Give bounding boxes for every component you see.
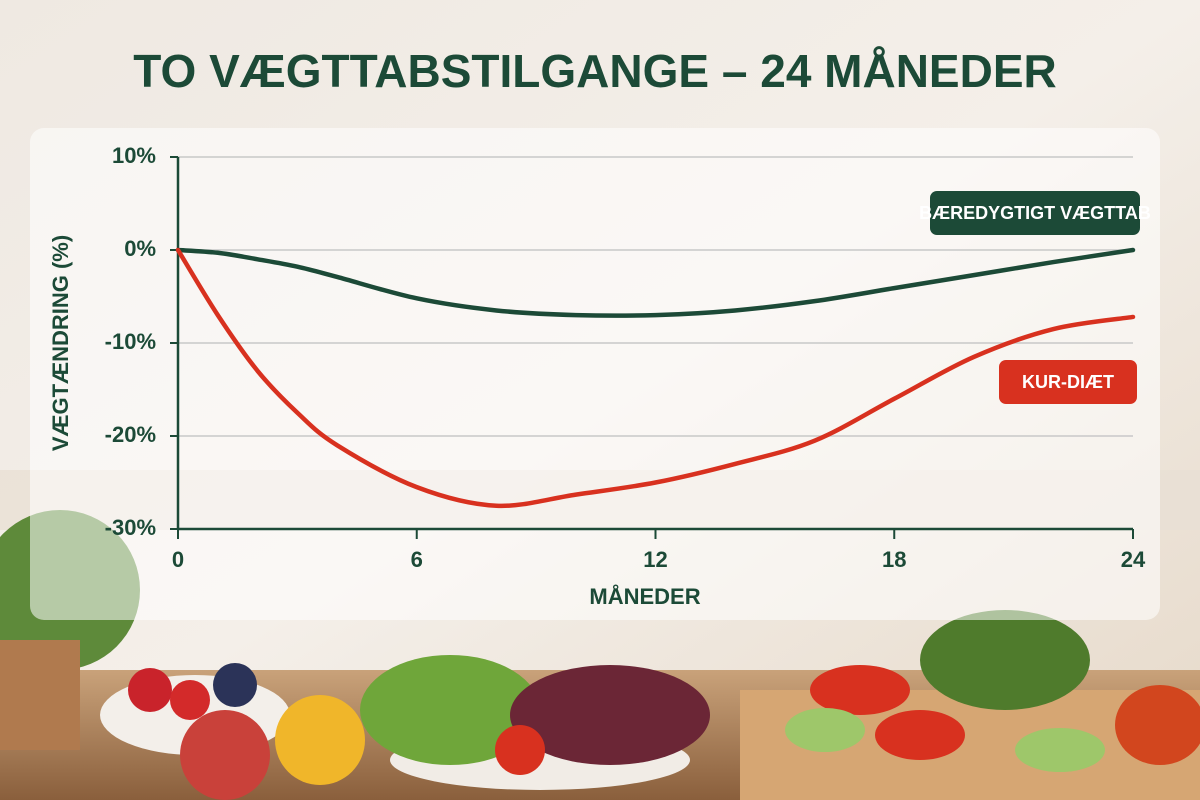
legend-box [930,191,1140,235]
x-tick-label: 18 [882,547,906,572]
y-tick-label: 0% [124,236,156,261]
series-line [175,247,1136,318]
x-tick-label: 12 [643,547,667,572]
x-axis-label: MÅNEDER [589,583,700,609]
legend-box [999,360,1137,404]
y-tick-label: -30% [105,515,156,540]
legend-label: BÆREDYGTIGT VÆGTTAB [919,203,1151,223]
x-tick-label: 6 [411,547,423,572]
series-line [175,247,1136,509]
legend-label: KUR-DIÆT [1022,372,1114,392]
y-axis-label: VÆGTÆNDRING (%) [48,235,73,451]
chart-panel [30,128,1160,620]
x-tick-label: 24 [1121,547,1146,572]
chart-title: TO VÆGTTABSTILGANGE – 24 MÅNEDER [133,45,1057,97]
x-tick-label: 0 [172,547,184,572]
y-tick-label: -20% [105,422,156,447]
y-tick-label: 10% [112,143,156,168]
y-tick-label: -10% [105,329,156,354]
